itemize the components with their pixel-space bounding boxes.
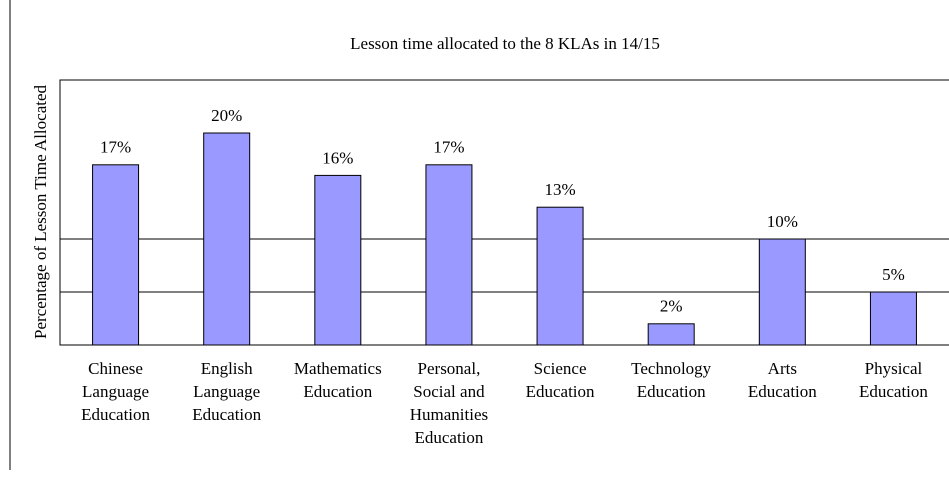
bar bbox=[425, 164, 473, 346]
x-tick-label: Personal, Social and Humanities Education bbox=[410, 359, 488, 447]
bar bbox=[869, 291, 917, 346]
bar bbox=[647, 323, 695, 346]
x-tick-label: Technology Education bbox=[631, 359, 712, 401]
x-tick-label: Mathematics Education bbox=[294, 359, 382, 401]
data-label: 2% bbox=[660, 297, 683, 316]
data-label: 13% bbox=[544, 180, 575, 199]
data-label: 17% bbox=[433, 138, 464, 157]
bar bbox=[314, 174, 362, 346]
x-tick-label: Physical Education bbox=[859, 359, 928, 401]
y-axis-label: Percentage of Lesson Time Allocated bbox=[31, 85, 50, 340]
chart-title: Lesson time allocated to the 8 KLAs in 1… bbox=[350, 34, 660, 53]
data-label: 20% bbox=[211, 106, 242, 125]
bar bbox=[203, 132, 251, 346]
data-label: 10% bbox=[767, 212, 798, 231]
data-label: 17% bbox=[100, 138, 131, 157]
bar bbox=[536, 206, 584, 346]
x-tick-label: Science Education bbox=[526, 359, 595, 401]
x-tick-label: English Language Education bbox=[192, 359, 261, 424]
data-label: 5% bbox=[882, 265, 905, 284]
bar bbox=[758, 238, 806, 346]
bar bbox=[92, 164, 140, 346]
data-label: 16% bbox=[322, 148, 353, 167]
x-tick-label: Chinese Language Education bbox=[81, 359, 150, 424]
plot-area bbox=[59, 79, 949, 346]
x-tick-label: Arts Education bbox=[748, 359, 817, 401]
